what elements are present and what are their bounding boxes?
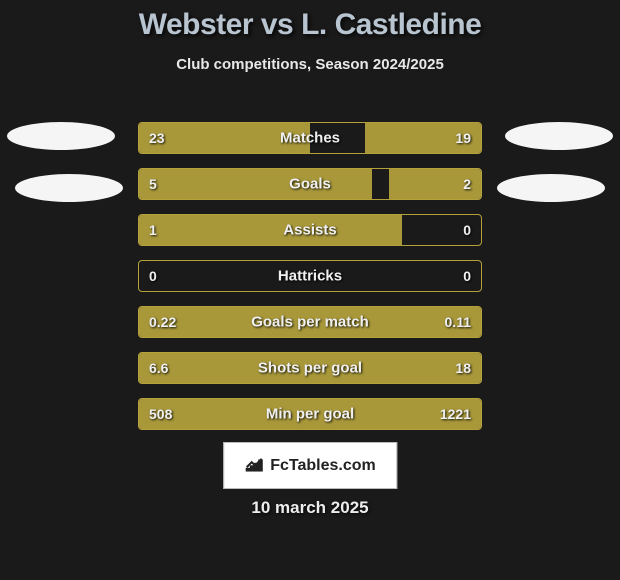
stat-label: Hattricks <box>278 268 342 285</box>
stat-row: 23 19 Matches <box>138 122 482 154</box>
header: Webster vs L. Castledine Club competitio… <box>0 0 620 73</box>
stat-row: 0 0 Hattricks <box>138 260 482 292</box>
stat-value-left: 0.22 <box>149 314 176 330</box>
stat-label: Goals <box>289 176 331 193</box>
subtitle: Club competitions, Season 2024/2025 <box>0 56 620 73</box>
stat-row: 5 2 Goals <box>138 168 482 200</box>
stat-label: Assists <box>283 222 336 239</box>
chart-icon <box>244 453 264 478</box>
stat-value-right: 0 <box>463 222 471 238</box>
stat-label: Shots per goal <box>258 360 362 377</box>
player2-name: L. Castledine <box>301 8 481 41</box>
avatar-placeholder-right-2 <box>497 174 605 202</box>
stat-value-left: 0 <box>149 268 157 284</box>
stat-value-right: 0 <box>463 268 471 284</box>
stat-value-left: 1 <box>149 222 157 238</box>
avatar-placeholder-left-1 <box>7 122 115 150</box>
player1-name: Webster <box>139 8 253 41</box>
watermark-text: FcTables.com <box>270 457 376 475</box>
stat-label: Goals per match <box>251 314 369 331</box>
stat-row: 0.22 0.11 Goals per match <box>138 306 482 338</box>
bar-left <box>139 215 402 245</box>
stats-chart: 23 19 Matches 5 2 Goals 1 0 Assists 0 0 Hattricks 0.… <box>138 122 482 444</box>
stat-label: Min per goal <box>266 406 354 423</box>
stat-row: 508 1221 Min per goal <box>138 398 482 430</box>
watermark: FcTables.com <box>223 442 397 489</box>
stat-value-right: 19 <box>455 130 471 146</box>
footer-date: 10 march 2025 <box>251 498 368 518</box>
stat-value-right: 2 <box>463 176 471 192</box>
stat-value-left: 6.6 <box>149 360 168 376</box>
stat-value-right: 0.11 <box>445 314 471 330</box>
avatar-placeholder-left-2 <box>15 174 123 202</box>
stat-value-right: 18 <box>455 360 471 376</box>
bar-left <box>139 169 372 199</box>
stat-value-left: 5 <box>149 176 157 192</box>
stat-row: 1 0 Assists <box>138 214 482 246</box>
stat-row: 6.6 18 Shots per goal <box>138 352 482 384</box>
stat-value-left: 23 <box>149 130 165 146</box>
vs-text: vs <box>261 8 293 41</box>
page-title: Webster vs L. Castledine <box>0 8 620 42</box>
avatar-placeholder-right-1 <box>505 122 613 150</box>
stat-value-left: 508 <box>149 406 172 422</box>
stat-value-right: 1221 <box>440 406 471 422</box>
stat-label: Matches <box>280 130 340 147</box>
